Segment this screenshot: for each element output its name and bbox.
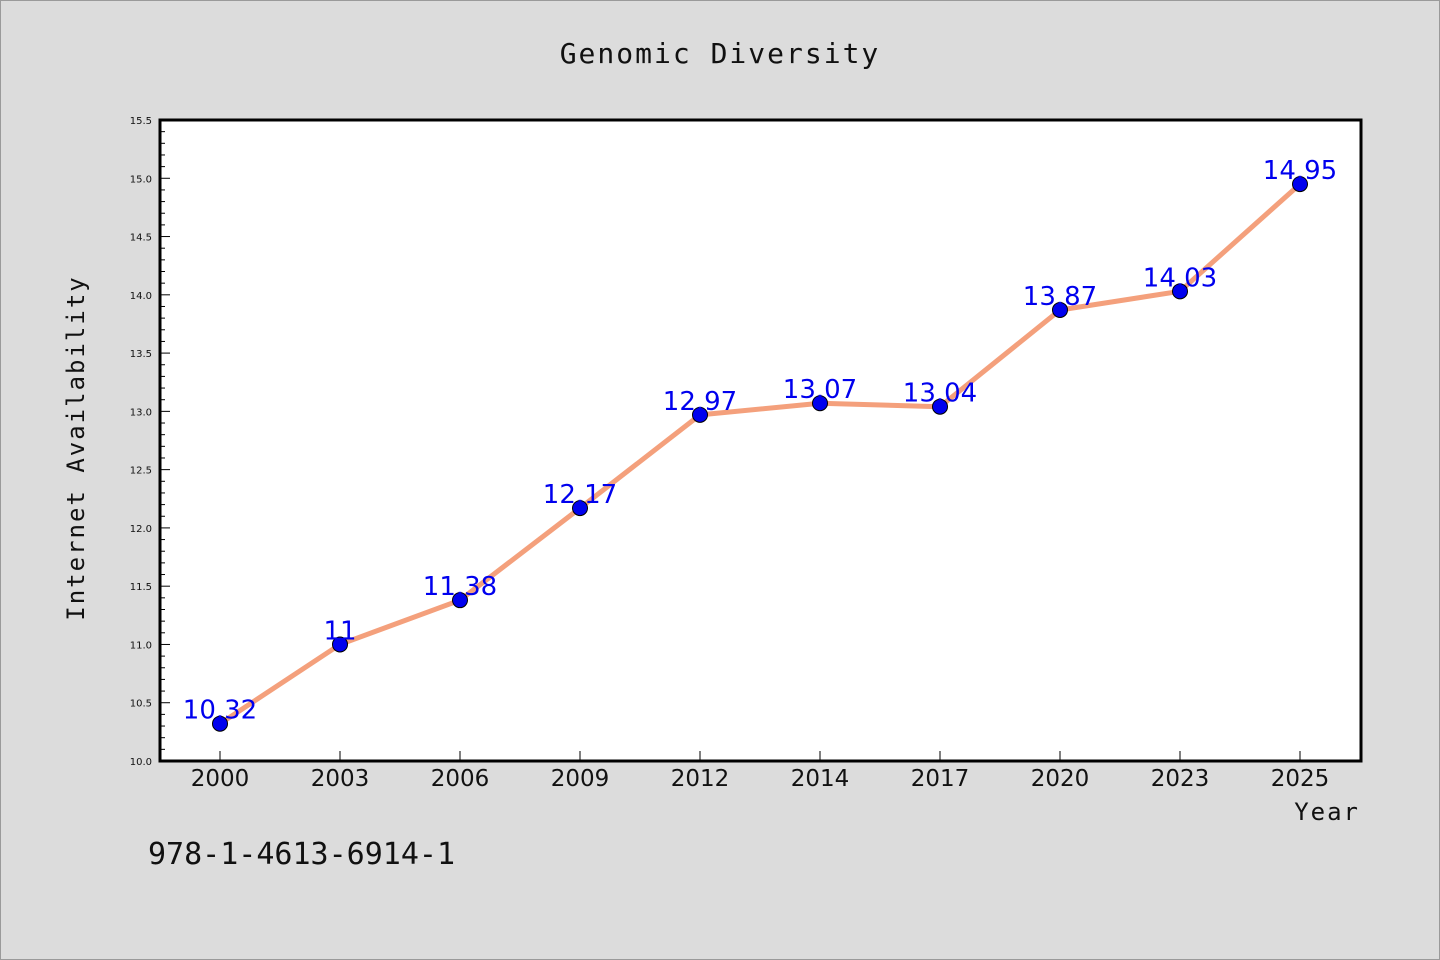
y-tick-label: 14.0 <box>130 291 152 302</box>
x-tick-label: 2009 <box>551 766 610 792</box>
y-tick-label: 12.0 <box>130 524 152 535</box>
data-point <box>452 592 468 609</box>
data-label: 12.17 <box>543 480 617 510</box>
y-tick-label: 15.5 <box>130 116 152 127</box>
x-axis: 2000 2003 2006 2009 2012 2014 2017 2020 2023 2025 <box>191 751 1330 792</box>
chart-title: Genomic Diversity <box>560 37 881 70</box>
data-label-group: 10.32 11 11.38 12.17 12.97 13.07 13.04 13.87 14.… <box>183 156 1337 726</box>
data-point <box>932 398 948 415</box>
data-point <box>1292 176 1308 193</box>
x-tick-label: 2014 <box>791 766 850 792</box>
y-tick-label: 13.0 <box>130 407 152 418</box>
data-label: 12.97 <box>663 387 737 417</box>
data-label: 14.95 <box>1263 156 1337 186</box>
y-tick-label: 15.0 <box>130 174 152 185</box>
x-tick-label: 2012 <box>671 766 730 792</box>
y-tick-label: 11.0 <box>130 640 152 651</box>
data-label: 13.07 <box>783 375 857 405</box>
data-label: 11.38 <box>423 572 497 602</box>
y-tick-label: 10.0 <box>130 757 152 768</box>
x-tick-label: 2025 <box>1271 766 1330 792</box>
y-axis: 10.0 10.5 11.0 11.5 12.0 12.5 13.0 13.5 14.0 14.5… <box>130 116 170 768</box>
data-label: 14.03 <box>1143 263 1217 293</box>
x-tick-label: 2020 <box>1031 766 1090 792</box>
data-point <box>812 395 828 412</box>
data-label: 11 <box>323 616 356 646</box>
x-tick-label: 2017 <box>911 766 970 792</box>
plot-area <box>158 118 1363 763</box>
x-tick-label: 2000 <box>191 766 250 792</box>
data-point <box>572 500 588 517</box>
series-line-group <box>217 181 1303 727</box>
x-tick-label: 2006 <box>431 766 490 792</box>
x-tick-label: 2023 <box>1151 766 1210 792</box>
x-tick-label: 2003 <box>311 766 370 792</box>
y-tick-label: 13.5 <box>130 349 152 360</box>
y-tick-label: 14.5 <box>130 233 152 244</box>
marker-group <box>212 176 1308 732</box>
x-axis-label: Year <box>1294 798 1360 826</box>
y-axis-label: Internet Availability <box>62 275 90 620</box>
data-point <box>1052 301 1068 318</box>
data-point <box>212 715 228 732</box>
data-point <box>1172 283 1188 300</box>
data-label: 13.04 <box>903 379 977 409</box>
data-point <box>332 636 348 653</box>
isbn-annotation: 978-1-4613-6914-1 <box>148 837 455 872</box>
y-tick-label: 11.5 <box>130 582 152 593</box>
data-label: 13.87 <box>1023 282 1097 312</box>
y-tick-label: 12.5 <box>130 466 152 477</box>
series-line <box>217 181 1303 727</box>
y-tick-label: 10.5 <box>130 699 152 710</box>
data-label: 10.32 <box>183 696 257 726</box>
data-point <box>692 406 708 423</box>
